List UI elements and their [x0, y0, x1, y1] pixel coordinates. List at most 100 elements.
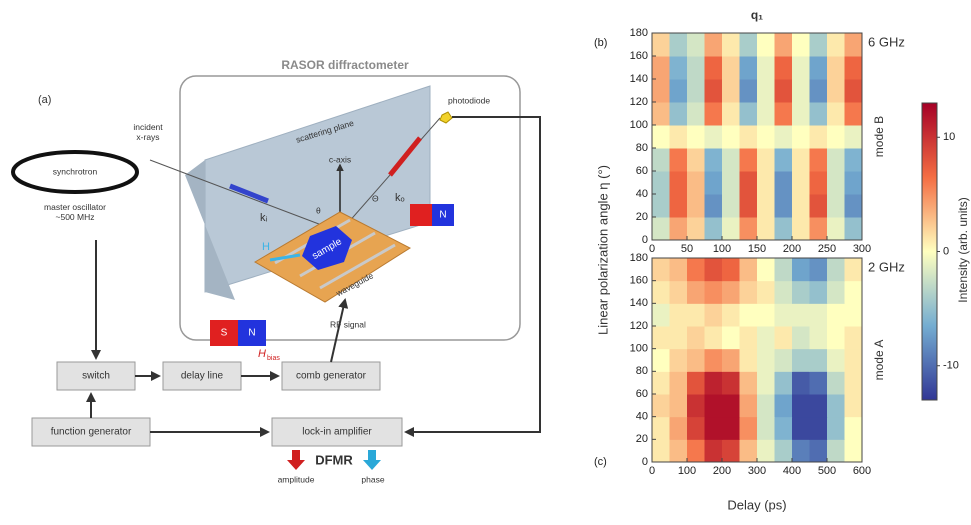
heatmap-cell [775, 217, 793, 241]
heatmap-cell [792, 148, 810, 172]
heatmap-cell [845, 371, 863, 394]
heatmap-cell [705, 194, 723, 218]
heatmap-cell [775, 371, 793, 394]
heatmap-cell [845, 303, 863, 326]
heatmap-cell [775, 439, 793, 462]
heatmap-cell [705, 439, 723, 462]
heatmap-cell [722, 125, 740, 149]
heatmap-cell [687, 371, 705, 394]
y-tick-label: 180 [630, 27, 648, 39]
heatmap-cell [652, 349, 670, 372]
colorbar-tick-label: -10 [943, 360, 959, 372]
magnet-s-label: S [221, 328, 228, 339]
x-tick-label: 600 [853, 465, 871, 477]
chart-title: q₁ [751, 8, 763, 22]
heatmap-cell [705, 56, 723, 80]
heatmap-cell [810, 148, 828, 172]
heatmap-cell [757, 217, 775, 241]
y-tick-label: 20 [636, 211, 648, 223]
heatmap-cell [670, 148, 688, 172]
phase-label: phase [361, 474, 384, 484]
heatmap-cell [792, 56, 810, 80]
heatmap-cell [740, 417, 758, 440]
comb-label: comb generator [296, 371, 367, 382]
heatmap-cell [687, 326, 705, 349]
heatmap-cell [670, 56, 688, 80]
heatmap-cell [827, 56, 845, 80]
heatmap-cell [827, 148, 845, 172]
heatmap-cell [810, 217, 828, 241]
heatmap-cell [810, 258, 828, 281]
heatmap-cell [670, 349, 688, 372]
heatmap-cell [757, 33, 775, 57]
heatmap-cell [652, 417, 670, 440]
y-tick-label: 120 [630, 96, 648, 108]
heatmap-cell [845, 349, 863, 372]
heatmap-cell [722, 281, 740, 304]
heatmap-cell [810, 125, 828, 149]
y-tick-label: 0 [642, 456, 648, 468]
heatmap-cell [810, 439, 828, 462]
k-out-label: kₒ [395, 192, 405, 204]
h-bias-sub: bias [267, 355, 280, 362]
rf-label: RF signal [330, 319, 366, 329]
magnet-right-s [410, 204, 432, 226]
heatmap-cell [687, 303, 705, 326]
heatmap-cell [757, 79, 775, 103]
heatmap-cell [792, 258, 810, 281]
heatmap-cell [670, 217, 688, 241]
x-tick-label: 300 [748, 465, 766, 477]
heatmap-cell [722, 439, 740, 462]
x-tick-label: 200 [783, 243, 801, 255]
heatmap-cell [687, 79, 705, 103]
heatmap-cell [652, 125, 670, 149]
heatmap-cell [652, 148, 670, 172]
x-tick-label: 50 [681, 243, 693, 255]
heatmap-cell [792, 417, 810, 440]
heatmap-cell [740, 171, 758, 195]
amplitude-label: amplitude [278, 474, 315, 484]
heatmap-cell [687, 194, 705, 218]
heatmap-cell [670, 417, 688, 440]
heatmap-cell [705, 371, 723, 394]
heatmap-cell [775, 171, 793, 195]
heatmap-cell [670, 125, 688, 149]
heatmap-cell [845, 394, 863, 417]
heatmap-cell [845, 217, 863, 241]
heatmap-cell [775, 394, 793, 417]
heatmap-cell [775, 125, 793, 149]
figure: RASOR diffractometer (a) scattering plan… [0, 0, 971, 520]
heatmap-cell [670, 371, 688, 394]
heatmap-cell [845, 439, 863, 462]
y-tick-label: 40 [636, 188, 648, 200]
heatmap-cell [722, 171, 740, 195]
y-tick-label: 100 [630, 119, 648, 131]
heatmap-cell [757, 102, 775, 126]
x-tick-label: 250 [818, 243, 836, 255]
heatmap-cell [652, 171, 670, 195]
heatmap-cell [810, 349, 828, 372]
heatmap-cell [740, 33, 758, 57]
photodiode-icon [440, 112, 452, 123]
y-tick-label: 180 [630, 252, 648, 264]
heatmap-cell [652, 439, 670, 462]
heatmap-cell [792, 303, 810, 326]
heatmap-cell [722, 194, 740, 218]
c-axis-label: c-axis [329, 154, 351, 164]
heatmap-cell [757, 394, 775, 417]
heatmap-cell [827, 258, 845, 281]
heatmap-cell [827, 371, 845, 394]
amplitude-arrow [287, 450, 305, 470]
y-tick-label: 60 [636, 165, 648, 177]
heatmap-cell [775, 148, 793, 172]
heatmap-cell [740, 303, 758, 326]
mode-label: mode A [872, 340, 886, 381]
y-tick-label: 100 [630, 343, 648, 355]
heatmap-cell [722, 258, 740, 281]
heatmap-cell [845, 102, 863, 126]
heatmap-cell [687, 148, 705, 172]
heatmap-cell [687, 102, 705, 126]
lockin-label: lock-in amplifier [302, 427, 372, 438]
heatmap-cell [757, 194, 775, 218]
frequency-label: 2 GHz [868, 259, 905, 274]
